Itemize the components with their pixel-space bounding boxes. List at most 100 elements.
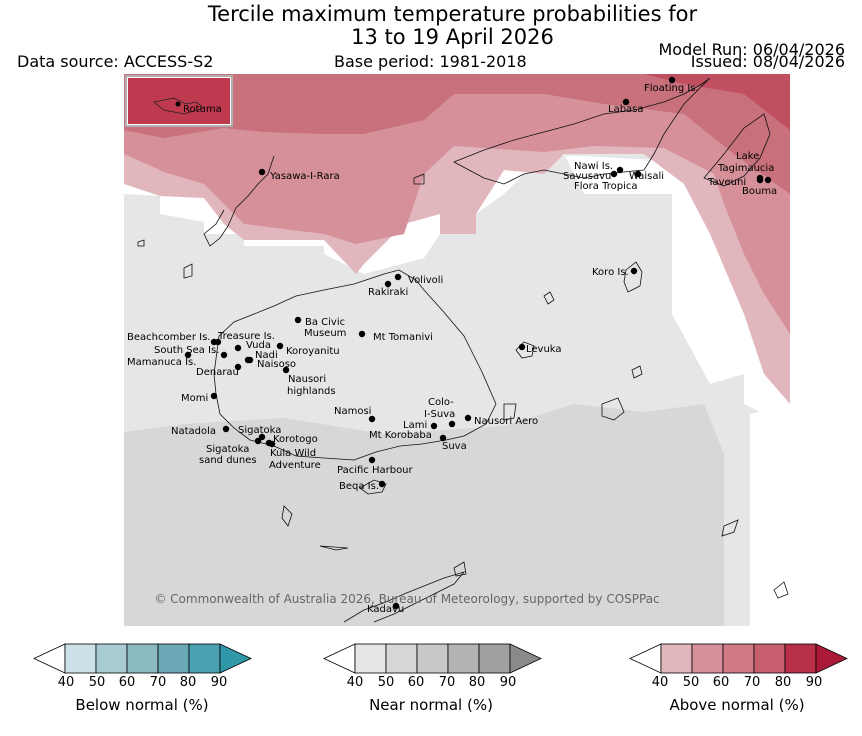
place-marker xyxy=(439,434,447,442)
colorbar-segment xyxy=(354,643,387,674)
colorbar-max-extend xyxy=(815,643,848,674)
place-label: Nadi xyxy=(255,350,278,361)
vatulele-coast xyxy=(281,505,293,527)
white-gap-edge xyxy=(750,404,790,626)
map-title-line1: Tercile maximum temperature probabilitie… xyxy=(207,2,698,26)
colorbar-max-extend xyxy=(219,643,252,674)
place-marker xyxy=(234,344,242,352)
near-tick-50: 50 xyxy=(377,675,395,690)
above-normal-60-region xyxy=(124,74,790,194)
moala-coast xyxy=(601,397,625,421)
colorbar-segment xyxy=(157,643,190,674)
place-marker xyxy=(384,280,392,288)
below-tick-50: 50 xyxy=(88,675,106,690)
near-tick-90: 90 xyxy=(499,675,517,690)
place-marker xyxy=(184,351,192,359)
place-label: highlands xyxy=(287,386,336,397)
totoya-coast xyxy=(453,561,467,577)
place-label: Volivoli xyxy=(408,275,443,286)
place-marker xyxy=(276,342,284,350)
below-tick-80: 80 xyxy=(179,675,197,690)
below-tick-70: 70 xyxy=(149,675,167,690)
place-marker xyxy=(214,338,222,346)
place-label: Nausori Aero xyxy=(474,416,538,427)
colorbar-min-extend xyxy=(629,643,662,674)
vanua-levu-coast xyxy=(453,77,711,185)
place-label: Colo- xyxy=(428,397,454,408)
place-label: Lami xyxy=(403,420,427,431)
rotuma-label: Rotuma xyxy=(183,104,222,115)
below-tick-90: 90 xyxy=(210,675,228,690)
place-label: I-Suva xyxy=(424,409,455,420)
above-tick-60: 60 xyxy=(712,675,730,690)
place-marker xyxy=(258,433,266,441)
data-source: Data source: ACCESS-S2 xyxy=(17,52,214,71)
place-marker xyxy=(518,343,526,351)
place-label: Naisoso xyxy=(257,359,296,370)
place-marker xyxy=(268,440,276,448)
place-markers xyxy=(184,76,772,610)
beqa-coast xyxy=(359,479,387,495)
koro-coast xyxy=(623,261,643,293)
place-label: Rakiraki xyxy=(368,287,408,298)
colorbar-min-extend xyxy=(323,643,356,674)
place-label: Beachcomber Is. xyxy=(127,332,210,343)
colorbar-segment xyxy=(64,643,97,674)
place-marker xyxy=(392,602,400,610)
place-label: Koro Is. xyxy=(592,267,629,278)
place-marker xyxy=(610,170,618,178)
yadua-coast xyxy=(137,239,145,247)
place-label: Kula Wild xyxy=(270,448,316,459)
place-marker xyxy=(210,392,218,400)
above-tick-70: 70 xyxy=(743,675,761,690)
place-marker xyxy=(246,356,254,364)
colorbar-segment xyxy=(385,643,418,674)
colorbar-segment xyxy=(691,643,724,674)
place-label: Mt Korobaba xyxy=(369,430,432,441)
colorbar-segment xyxy=(784,643,817,674)
near-tick-70: 70 xyxy=(438,675,456,690)
east-islets-coast xyxy=(773,581,789,599)
colorbar-segment xyxy=(447,643,480,674)
lau-coast xyxy=(721,519,739,537)
place-label: Sigatoka xyxy=(206,444,249,455)
place-label: Natadola xyxy=(171,426,216,437)
near-tick-40: 40 xyxy=(346,675,364,690)
place-label: Waisali xyxy=(629,171,664,182)
place-label: Savusavu xyxy=(563,171,611,182)
place-label: sand dunes xyxy=(199,455,257,466)
place-label: Pacific Harbour xyxy=(337,465,414,476)
copyright-note: © Commonwealth of Australia 2026, Bureau… xyxy=(154,592,659,606)
near-normal-50-region xyxy=(124,404,724,626)
place-marker xyxy=(282,366,290,374)
colorbar-segment xyxy=(722,643,755,674)
above-tick-40: 40 xyxy=(651,675,669,690)
colorbar-segment xyxy=(126,643,159,674)
colorbar-segment xyxy=(753,643,786,674)
probability-map: Rotuma Floating Is.Labasa Yasawa-I-Rara Na… xyxy=(124,74,790,626)
taveuni-coast xyxy=(703,113,771,187)
lakeba-coast xyxy=(543,291,555,305)
near-normal-colorbar xyxy=(323,643,542,674)
place-label: Namosi xyxy=(334,406,371,417)
ovalau-coast xyxy=(515,341,535,359)
place-label: Nausori xyxy=(288,374,326,385)
place-label: Denarau xyxy=(196,367,239,378)
above-normal-title: Above normal (%) xyxy=(669,696,805,714)
above-normal-70-region xyxy=(644,74,790,130)
map-title-line2: 13 to 19 April 2026 xyxy=(351,25,554,49)
place-label: Floating Is. xyxy=(644,83,699,94)
place-label: Suva xyxy=(442,441,467,452)
place-label: Levuka xyxy=(526,344,562,355)
above-tick-80: 80 xyxy=(774,675,792,690)
place-label: Mamanuca Is. xyxy=(127,357,196,368)
place-marker xyxy=(622,98,630,106)
vatoa-coast xyxy=(631,365,643,379)
place-label: Nawi Is. xyxy=(574,161,613,172)
place-label: Kadavu xyxy=(367,604,404,615)
rotuma-inset-map xyxy=(128,78,230,124)
place-marker xyxy=(234,363,242,371)
place-label: Taveuni xyxy=(707,177,746,188)
place-marker xyxy=(764,176,772,184)
mamanuca-coast xyxy=(183,263,193,279)
